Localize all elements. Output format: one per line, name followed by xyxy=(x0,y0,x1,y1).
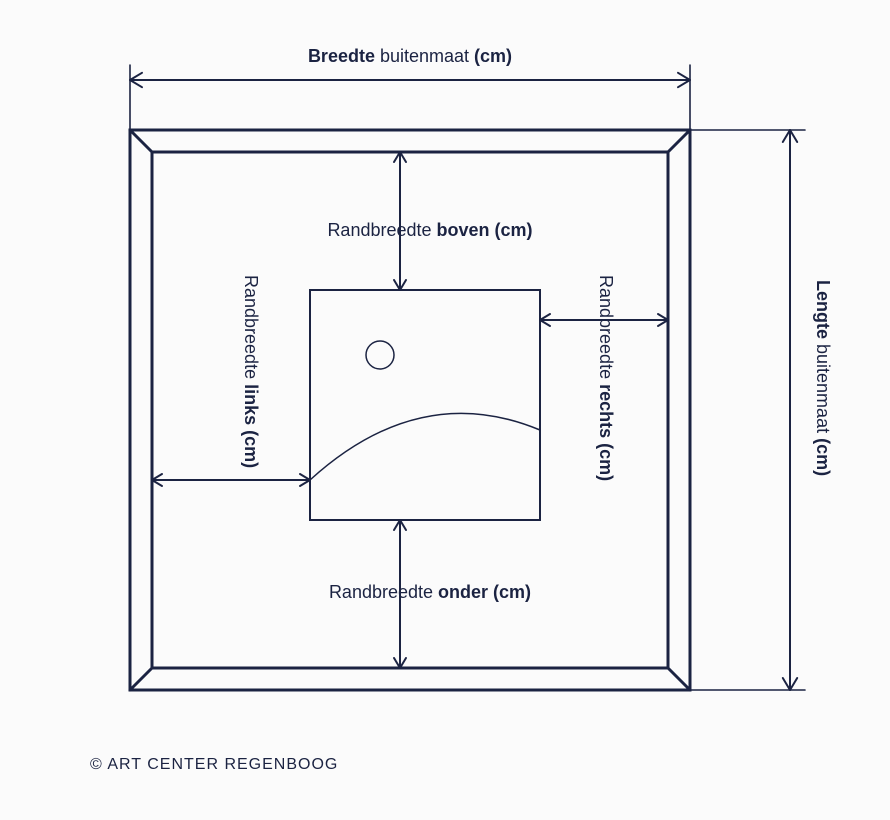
diagram-svg xyxy=(0,0,890,820)
frame-dimension-diagram: Breedte buitenmaat (cm) Lengte buitenmaa… xyxy=(0,0,890,820)
